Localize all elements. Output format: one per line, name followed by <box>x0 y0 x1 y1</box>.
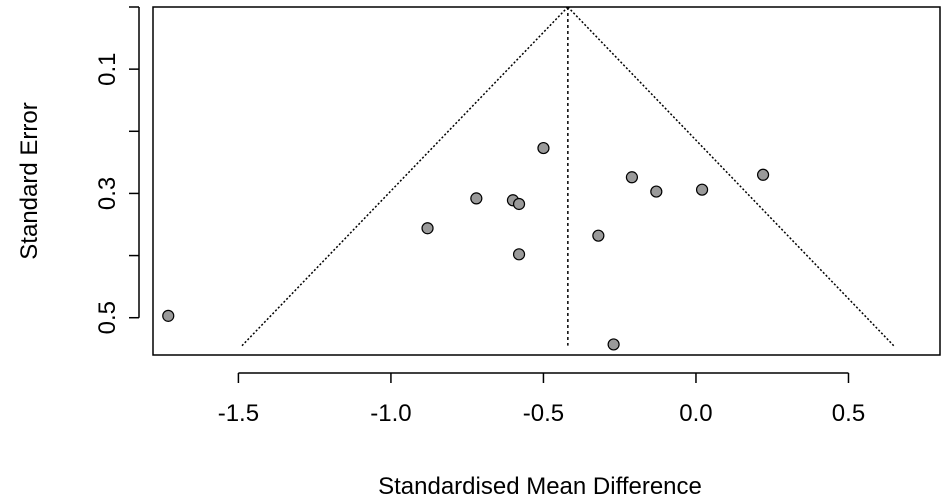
x-tick-label: -0.5 <box>523 400 564 427</box>
data-point <box>512 248 526 261</box>
data-point <box>592 229 605 242</box>
x-tick-label: -1.0 <box>370 400 411 427</box>
y-axis: 0.1 0.3 0.5 <box>94 6 140 334</box>
y-axis-title: Standard Error <box>16 102 43 259</box>
x-axis: -1.5 -1.0 -0.5 0.0 0.5 <box>218 372 865 427</box>
x-tick-label: 0.5 <box>832 400 865 427</box>
plot-frame <box>152 6 941 356</box>
data-points <box>162 141 770 351</box>
x-tick-label: 0.0 <box>679 400 712 427</box>
data-point <box>695 183 709 196</box>
funnel-right-line <box>567 6 895 347</box>
data-point <box>512 197 526 211</box>
data-point <box>470 192 483 205</box>
data-point <box>537 141 550 155</box>
data-point <box>756 168 770 181</box>
y-tick-label: 0.1 <box>94 52 121 85</box>
data-point <box>625 171 639 184</box>
funnel-left-line <box>241 6 569 347</box>
data-point <box>162 309 175 322</box>
data-point <box>421 222 434 235</box>
x-axis-title: Standardised Mean Difference <box>378 473 702 500</box>
y-tick-label: 0.5 <box>94 301 121 334</box>
data-point <box>607 338 620 351</box>
x-tick-label: -1.5 <box>218 400 259 427</box>
funnel-lines <box>241 6 895 347</box>
data-point <box>650 185 663 198</box>
y-tick-label: 0.3 <box>94 177 121 210</box>
